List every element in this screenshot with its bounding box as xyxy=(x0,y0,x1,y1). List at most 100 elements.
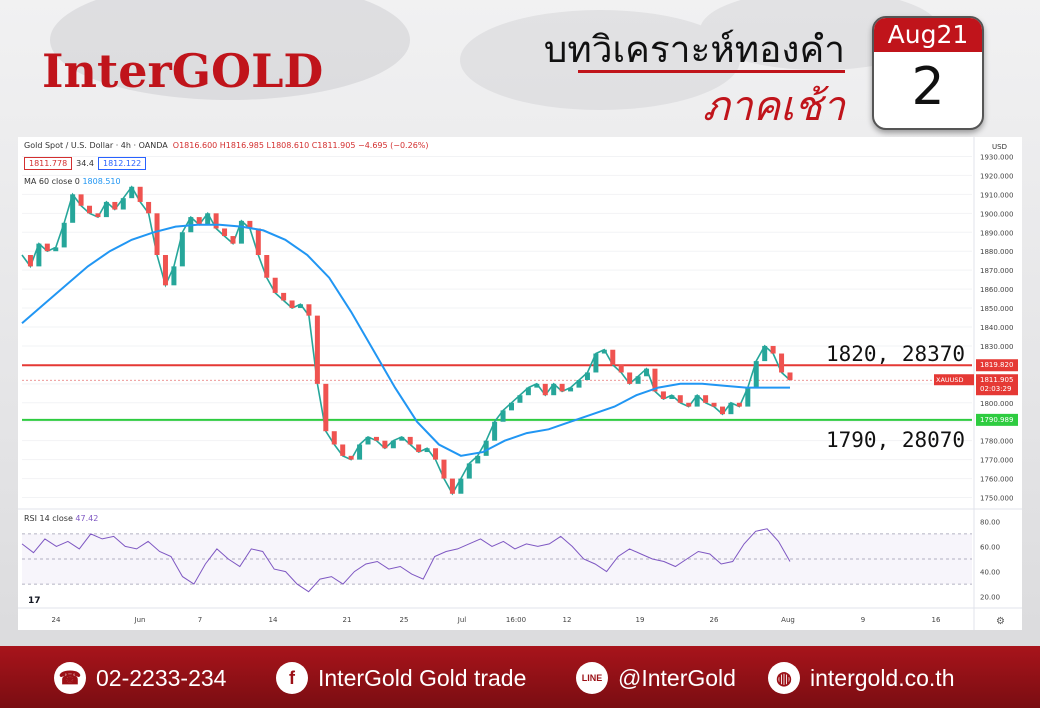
candle xyxy=(433,448,439,460)
candle xyxy=(779,353,785,373)
rsi-band xyxy=(22,533,972,585)
line-icon: LINE xyxy=(576,662,608,694)
y-tick-label: 1800.000 xyxy=(980,400,1013,408)
x-tick-label: 16 xyxy=(932,616,941,624)
symbol-label: Gold Spot / U.S. Dollar · 4h · OANDA xyxy=(24,141,168,150)
candle xyxy=(483,440,489,456)
y-tick-label: 1840.000 xyxy=(980,324,1013,332)
candle xyxy=(357,444,363,460)
candle xyxy=(289,300,295,309)
candle xyxy=(36,243,42,267)
candle xyxy=(365,436,371,445)
candle xyxy=(230,236,236,244)
candle xyxy=(517,395,523,403)
candle xyxy=(27,255,33,267)
candle xyxy=(298,304,304,309)
candle xyxy=(627,372,633,384)
candle xyxy=(162,255,168,286)
buy-button[interactable]: 1812.122 xyxy=(97,157,147,170)
candle xyxy=(95,213,101,218)
candle xyxy=(753,361,759,388)
candle xyxy=(449,478,455,494)
facebook-icon: f xyxy=(276,662,308,694)
candle xyxy=(390,440,396,449)
candle xyxy=(382,440,388,449)
footer-facebook[interactable]: f InterGold Gold trade xyxy=(276,662,526,694)
candle xyxy=(745,387,751,407)
ma-legend: MA 60 close 0 1808.510 xyxy=(24,177,121,186)
y-tick-label: 1910.000 xyxy=(980,191,1013,199)
candle xyxy=(213,213,219,229)
candle xyxy=(736,402,742,407)
candle xyxy=(686,402,692,407)
footer-phone[interactable]: ☎ 02-2233-234 xyxy=(54,662,226,694)
candle xyxy=(458,478,464,494)
footer-bar: ☎ 02-2233-234 f InterGold Gold trade LINE @… xyxy=(0,646,1040,708)
candle xyxy=(112,201,118,210)
symbol-tag: XAUUSD xyxy=(936,376,964,384)
page-subtitle: ภาคเช้า xyxy=(702,82,845,130)
rsi-label: RSI 14 close xyxy=(24,514,73,523)
calendar-badge: Aug21 2 xyxy=(872,16,984,130)
candle xyxy=(53,247,59,252)
candle xyxy=(331,431,337,445)
candle xyxy=(146,201,152,214)
candle xyxy=(576,380,582,388)
rsi-legend: RSI 14 close 47.42 xyxy=(24,514,98,523)
y-tick-label: 1750.000 xyxy=(980,495,1013,503)
candle xyxy=(542,383,548,396)
candle xyxy=(559,383,565,392)
candle xyxy=(787,372,793,381)
x-tick-label: 24 xyxy=(52,616,61,624)
rsi-tick-label: 60.00 xyxy=(980,543,1000,551)
calendar-day: 2 xyxy=(911,57,945,117)
candle xyxy=(568,387,574,392)
y-tick-label: 1930.000 xyxy=(980,153,1013,161)
candle xyxy=(323,383,329,432)
candle xyxy=(770,345,776,354)
footer-web[interactable]: ◍ intergold.co.th xyxy=(768,662,954,694)
x-tick-label: 9 xyxy=(861,616,865,624)
y-tick-label: 1850.000 xyxy=(980,305,1013,313)
candle xyxy=(306,304,312,316)
x-tick-label: 7 xyxy=(198,616,202,624)
x-tick-label: Jul xyxy=(457,616,467,624)
chart-header: Gold Spot / U.S. Dollar · 4h · OANDA O18… xyxy=(24,141,429,150)
candle xyxy=(762,345,768,362)
candle xyxy=(87,205,93,214)
candle xyxy=(196,217,202,225)
x-tick-label: 14 xyxy=(269,616,278,624)
candle xyxy=(677,395,683,403)
candle xyxy=(179,232,185,267)
candle xyxy=(314,315,320,384)
x-tick-label: Jun xyxy=(134,616,146,624)
last-price-tag-text: 1811.905 xyxy=(980,376,1013,384)
candle xyxy=(644,368,650,377)
candle xyxy=(340,444,346,456)
ohlc-label: O1816.600 H1816.985 L1808.610 C1811.905 … xyxy=(172,141,429,150)
web-label: intergold.co.th xyxy=(810,664,955,691)
footer-line[interactable]: LINE @InterGold xyxy=(576,662,736,694)
candle xyxy=(61,222,67,248)
candle xyxy=(205,213,211,225)
candle xyxy=(222,228,228,237)
candle xyxy=(281,292,287,301)
globe-icon: ◍ xyxy=(768,662,800,694)
last-price-tag-text: 02:03:29 xyxy=(980,385,1011,393)
currency-label: USD xyxy=(992,143,1007,151)
resistance-annotation: 1820, 28370 xyxy=(826,342,966,366)
y-tick-label: 1770.000 xyxy=(980,457,1013,465)
calendar-month: Aug21 xyxy=(874,18,982,52)
resistance-price-tag: 1819.820 xyxy=(976,359,1018,372)
sell-button[interactable]: 1811.778 xyxy=(24,157,73,170)
price-chart[interactable]: 1750.0001760.0001770.0001780.0001790.000… xyxy=(18,137,1022,630)
candle xyxy=(500,410,506,422)
candle xyxy=(593,353,599,373)
world-map-decoration xyxy=(50,0,940,110)
candle xyxy=(137,186,143,202)
candle xyxy=(272,277,278,293)
quote-boxes: 1811.778 34.4 1812.122 xyxy=(24,157,150,170)
candle xyxy=(660,391,666,399)
candle xyxy=(728,402,734,415)
